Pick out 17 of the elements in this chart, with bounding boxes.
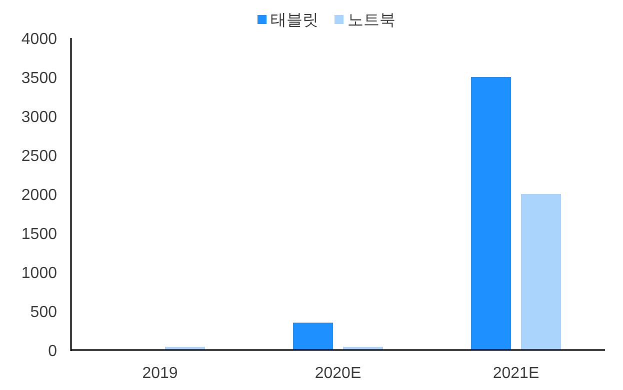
y-tick-label: 3500: [21, 70, 58, 87]
y-tick-label: 2000: [21, 187, 58, 204]
x-tick-label: 2021E: [492, 365, 540, 382]
legend-label: 노트북: [348, 12, 396, 29]
y-tick-label: 1000: [21, 265, 58, 282]
x-tick-label: 2019: [142, 365, 178, 382]
y-tick-label: 500: [30, 304, 58, 321]
bar: [293, 322, 333, 350]
y-tick-label: 2500: [21, 148, 58, 165]
y-tick-label: 4000: [21, 31, 58, 48]
legend-label: 태블릿: [270, 12, 318, 29]
bar: [471, 77, 511, 350]
y-tick-label: 3000: [21, 109, 58, 126]
bar: [521, 194, 561, 350]
y-tick-label: 1500: [21, 226, 58, 243]
y-tick-label: 0: [48, 343, 58, 360]
x-tick-label: 2020E: [314, 365, 362, 382]
